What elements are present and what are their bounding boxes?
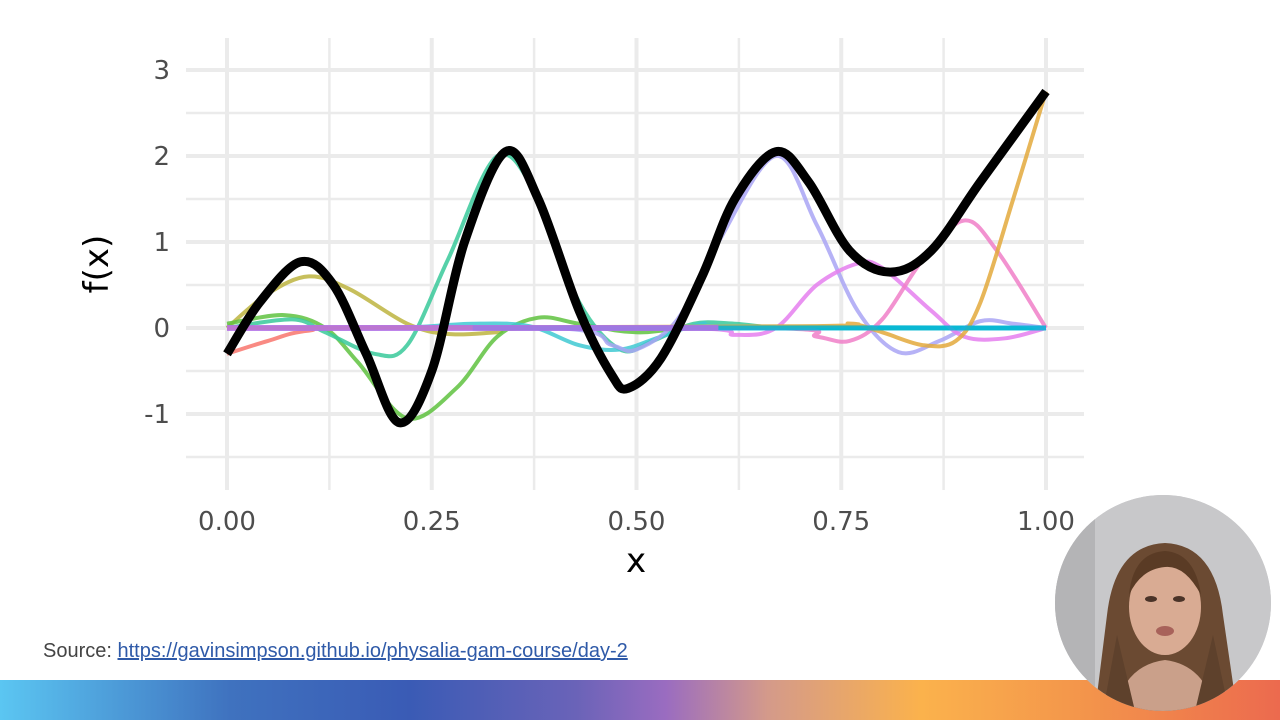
x-tick-label: 0.75 xyxy=(812,507,870,537)
x-tick-label: 0.50 xyxy=(608,507,666,537)
source-citation: Source: https://gavinsimpson.github.io/p… xyxy=(43,640,628,663)
y-axis-title: f(x) xyxy=(77,235,117,294)
presenter-video-image xyxy=(1055,495,1271,711)
y-tick-label: 2 xyxy=(153,142,170,172)
y-tick-label: 1 xyxy=(153,228,170,258)
x-axis-title: x xyxy=(626,541,646,581)
source-label: Source: xyxy=(43,640,112,662)
presenter-webcam xyxy=(1055,495,1271,711)
series-lines xyxy=(223,88,1050,428)
grid xyxy=(186,38,1084,490)
x-tick-label: 0.25 xyxy=(403,507,461,537)
basis-function-chart: 0.00 0.25 0.50 0.75 1.00 -1 0 1 2 3 x f(x) xyxy=(77,38,1084,581)
sum-curve-line xyxy=(223,88,1050,428)
x-tick-label: 0.00 xyxy=(198,507,256,537)
source-link[interactable]: https://gavinsimpson.github.io/physalia-… xyxy=(117,640,628,662)
y-tick-label: -1 xyxy=(144,400,170,430)
y-tick-label: 0 xyxy=(153,314,170,344)
axis-ticks: 0.00 0.25 0.50 0.75 1.00 -1 0 1 2 3 xyxy=(144,56,1075,537)
x-tick-label: 1.00 xyxy=(1017,507,1075,537)
y-tick-label: 3 xyxy=(153,56,170,86)
gradient-footer-bar xyxy=(0,680,1280,720)
